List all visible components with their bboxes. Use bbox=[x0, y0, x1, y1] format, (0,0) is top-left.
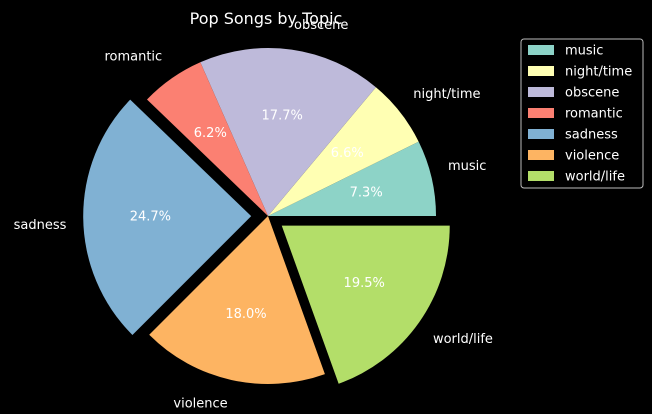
percent-label-music: 7.3% bbox=[350, 186, 383, 201]
slice-label-music: music bbox=[448, 159, 486, 174]
legend-swatch-violence bbox=[528, 150, 554, 160]
percent-label-sadness: 24.7% bbox=[130, 210, 171, 225]
pie-slice-music bbox=[268, 141, 436, 216]
pie-slices bbox=[83, 48, 450, 384]
pie-slice-sadness bbox=[83, 99, 252, 335]
legend-items: music night/time obscene romantic sadness vio… bbox=[528, 44, 632, 185]
pie-slice-violence bbox=[149, 216, 325, 384]
chart-title: Pop Songs by Topic bbox=[190, 9, 343, 28]
legend-label-world-life: world/life bbox=[565, 170, 625, 185]
pie-slice-romantic bbox=[146, 62, 268, 216]
legend-label-music: music bbox=[565, 44, 603, 59]
legend-swatch-romantic bbox=[528, 108, 554, 118]
slice-label-night-time: night/time bbox=[413, 87, 480, 102]
legend-label-night-time: night/time bbox=[565, 65, 632, 80]
slice-labels: music night/time obscene romantic sadness vio… bbox=[14, 18, 493, 411]
slice-label-sadness: sadness bbox=[14, 218, 67, 233]
percent-labels: 7.3% 6.6% 17.7% 6.2% 24.7% 18.0% 19.5% bbox=[130, 109, 385, 322]
slice-label-violence: violence bbox=[173, 396, 227, 411]
legend-swatch-obscene bbox=[528, 87, 554, 97]
legend-swatch-world-life bbox=[528, 171, 554, 181]
legend-label-romantic: romantic bbox=[565, 107, 623, 122]
pie-slice-obscene bbox=[200, 48, 376, 217]
pie-slice-night-time bbox=[268, 87, 419, 216]
legend-swatch-night-time bbox=[528, 66, 554, 76]
slice-label-world-life: world/life bbox=[433, 332, 493, 347]
legend-label-violence: violence bbox=[565, 149, 619, 164]
legend-swatch-music bbox=[528, 45, 554, 55]
percent-label-obscene: 17.7% bbox=[262, 109, 303, 124]
percent-label-world-life: 19.5% bbox=[344, 276, 385, 291]
percent-label-night-time: 6.6% bbox=[331, 146, 364, 161]
legend-swatch-sadness bbox=[528, 129, 554, 139]
percent-label-violence: 18.0% bbox=[225, 307, 266, 322]
slice-label-obscene: obscene bbox=[294, 18, 348, 33]
slice-label-romantic: romantic bbox=[104, 49, 162, 64]
legend: music night/time obscene romantic sadness vio… bbox=[520, 38, 644, 189]
pie-slice-world-life bbox=[281, 225, 450, 384]
legend-label-obscene: obscene bbox=[565, 86, 619, 101]
percent-label-romantic: 6.2% bbox=[194, 126, 227, 141]
legend-label-sadness: sadness bbox=[565, 128, 618, 143]
